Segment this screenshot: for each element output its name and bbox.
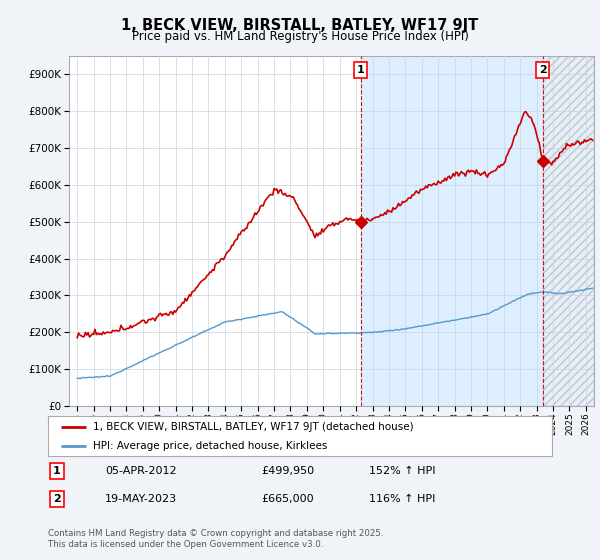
Bar xyxy=(543,56,594,406)
Text: 152% ↑ HPI: 152% ↑ HPI xyxy=(369,466,436,476)
Text: 1, BECK VIEW, BIRSTALL, BATLEY, WF17 9JT: 1, BECK VIEW, BIRSTALL, BATLEY, WF17 9JT xyxy=(121,18,479,33)
Text: 2: 2 xyxy=(53,494,61,504)
Text: 19-MAY-2023: 19-MAY-2023 xyxy=(105,494,177,504)
Text: £665,000: £665,000 xyxy=(261,494,314,504)
Text: Price paid vs. HM Land Registry's House Price Index (HPI): Price paid vs. HM Land Registry's House … xyxy=(131,30,469,43)
Text: 1: 1 xyxy=(53,466,61,476)
Text: £499,950: £499,950 xyxy=(261,466,314,476)
Text: 1, BECK VIEW, BIRSTALL, BATLEY, WF17 9JT (detached house): 1, BECK VIEW, BIRSTALL, BATLEY, WF17 9JT… xyxy=(94,422,414,432)
Text: 2: 2 xyxy=(539,65,547,74)
Text: HPI: Average price, detached house, Kirklees: HPI: Average price, detached house, Kirk… xyxy=(94,441,328,450)
Text: 05-APR-2012: 05-APR-2012 xyxy=(105,466,176,476)
Bar xyxy=(361,56,543,406)
Text: 116% ↑ HPI: 116% ↑ HPI xyxy=(369,494,436,504)
Text: 1: 1 xyxy=(356,65,364,74)
Text: Contains HM Land Registry data © Crown copyright and database right 2025.
This d: Contains HM Land Registry data © Crown c… xyxy=(48,529,383,549)
